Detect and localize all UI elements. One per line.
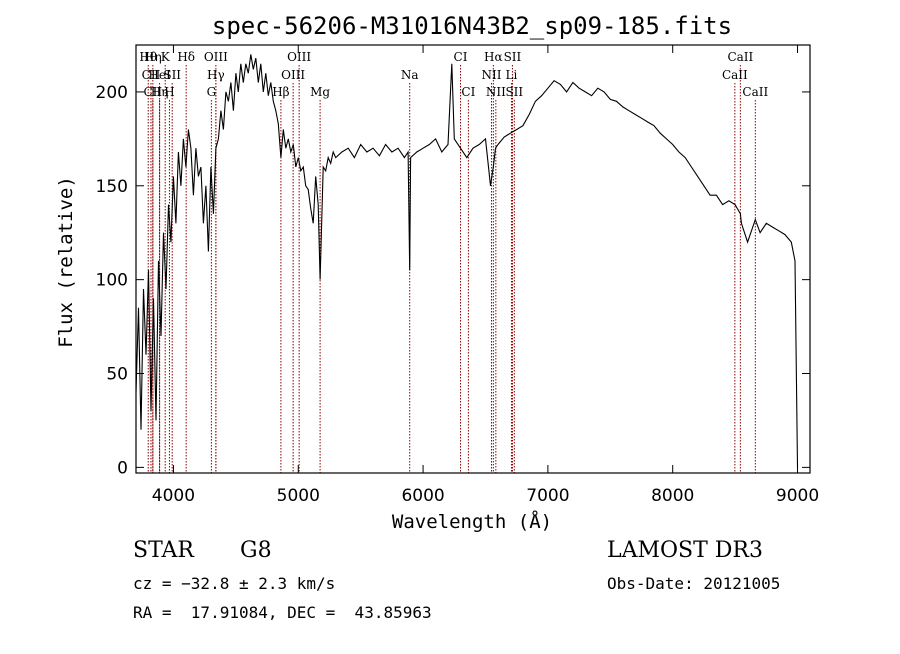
spectral-line-label: Na: [401, 68, 419, 82]
chart-title: spec-56206-M31016N43B2_sp09-185.fits: [212, 12, 732, 40]
spectral-line-label: G: [207, 85, 217, 99]
spectral-line-label: K: [161, 50, 171, 64]
y-tick-label: 200: [96, 83, 128, 103]
spectral-line-label: OIII: [281, 68, 305, 82]
x-tick-label: 4000: [152, 486, 195, 506]
spectral-line-label: Hη: [151, 85, 169, 99]
spectral-line-label: CII: [142, 68, 161, 82]
spectral-line-label: CaII: [722, 68, 748, 82]
spectral-line-label: Hθ: [139, 50, 157, 64]
survey-name: LAMOST DR3: [607, 538, 763, 563]
object-subclass: G8: [240, 538, 272, 563]
y-tick-label: 0: [117, 458, 128, 478]
spectral-line-label: OIII: [287, 50, 311, 64]
y-tick-label: 100: [96, 271, 128, 291]
plot-frame: [135, 44, 811, 474]
object-class: STAR: [133, 538, 194, 563]
spectral-line-label: CII: [144, 85, 163, 99]
spectral-line-label: SII: [163, 68, 181, 82]
spectrum-series-line: [135, 54, 799, 468]
spectral-line-label: Hδ: [177, 50, 195, 64]
y-tick-label: 50: [106, 365, 128, 385]
spectral-line-label: Hγ: [207, 68, 225, 82]
spectral-line-label: CI: [461, 85, 475, 99]
spectral-line-label: H: [164, 85, 174, 99]
spectral-line-label: Mg: [310, 85, 330, 99]
spectral-line-label: OIII: [204, 50, 228, 64]
coordinates: RA = 17.91084, DEC = 43.85963: [133, 603, 432, 622]
x-tick-label: 8000: [651, 486, 694, 506]
x-axis-ticks: 4000 5000 6000 7000 8000 9000: [152, 45, 819, 506]
x-tick-label: 6000: [401, 486, 444, 506]
spectral-line-label: SII: [504, 50, 522, 64]
spectral-line-label: CI: [454, 50, 468, 64]
y-axis-ticks: 0 50 100 150 200: [96, 83, 810, 478]
spectral-line-label: CaII: [742, 85, 768, 99]
redshift-velocity: cz = −32.8 ± 2.3 km/s: [133, 574, 336, 593]
x-tick-label: 9000: [776, 486, 819, 506]
spectral-line-label: Hα: [484, 50, 503, 64]
spectral-line-label: NII: [486, 85, 506, 99]
y-axis-label: Flux (relative): [55, 176, 77, 348]
x-tick-label: 7000: [526, 486, 569, 506]
x-axis-label: Wavelength (Å): [392, 510, 552, 533]
x-tick-label: 5000: [277, 486, 320, 506]
spectral-line-label: Hβ: [272, 85, 289, 99]
spectral-line-label: SII: [505, 85, 523, 99]
spectral-line-label: CaII: [727, 50, 753, 64]
spectral-line-markers: [147, 65, 756, 473]
spectral-line-label: Hη: [144, 50, 162, 64]
spectral-line-label: Li: [506, 68, 518, 82]
spectral-line-label: HeI: [148, 68, 171, 82]
y-tick-label: 150: [96, 177, 128, 197]
observation-date: Obs-Date: 20121005: [607, 574, 781, 593]
spectral-line-label: NII: [481, 68, 501, 82]
